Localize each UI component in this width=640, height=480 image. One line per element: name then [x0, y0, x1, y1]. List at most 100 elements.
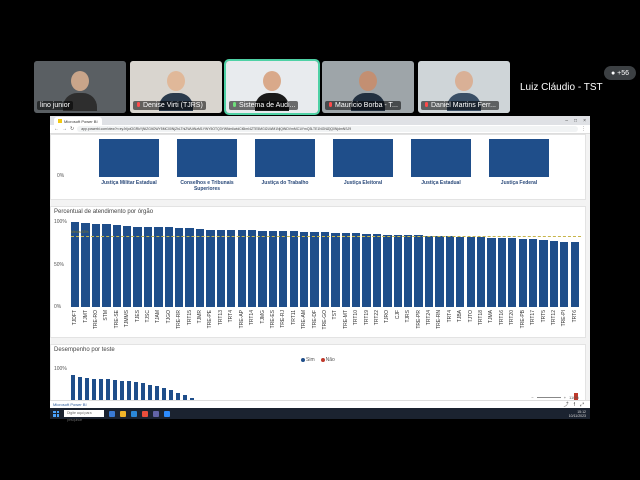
test-bar[interactable]	[113, 379, 117, 407]
legend-item[interactable]: Não	[320, 357, 335, 363]
test-bar[interactable]	[169, 390, 173, 407]
bar-tjam[interactable]	[154, 227, 163, 307]
test-bar[interactable]	[78, 377, 82, 407]
bar-trt14[interactable]	[247, 230, 257, 307]
bar-tre-df[interactable]	[310, 232, 319, 307]
bar-trt22[interactable]	[372, 233, 382, 307]
category-column[interactable]: Justiça do Trabalho	[255, 139, 315, 186]
test-bar[interactable]	[85, 378, 89, 407]
bar-tre-pi[interactable]	[560, 241, 569, 307]
bar-tre-rj[interactable]	[279, 231, 288, 307]
edge-icon[interactable]	[131, 410, 137, 417]
category-bar[interactable]	[255, 139, 315, 177]
test-bar[interactable]	[120, 380, 124, 407]
taskbar-search[interactable]: Digite aqui para pesquisar	[64, 410, 104, 422]
reload-icon[interactable]: ↻	[70, 126, 75, 132]
bar-trt16[interactable]	[497, 238, 507, 307]
maximize-button[interactable]: □	[574, 117, 578, 124]
file-explorer-icon[interactable]	[120, 410, 126, 417]
bar-tre-pe[interactable]	[206, 229, 215, 307]
participant-tile[interactable]: lino junior	[34, 61, 126, 113]
test-bar[interactable]	[99, 378, 103, 407]
bar-tjmg[interactable]	[258, 231, 267, 307]
bar-tre-rn[interactable]	[435, 235, 444, 307]
category-bar[interactable]	[411, 139, 471, 177]
bar-trt15[interactable]	[185, 227, 194, 307]
facebook-icon[interactable]: f	[573, 402, 575, 408]
bar-trt11[interactable]	[289, 231, 298, 307]
bar-cjf[interactable]	[393, 234, 402, 307]
bar-trt10[interactable]	[352, 233, 361, 307]
close-button[interactable]: ×	[583, 117, 586, 124]
bar-trt5[interactable]	[539, 239, 548, 307]
bar-trt4[interactable]	[227, 229, 236, 307]
bar-tre-se[interactable]	[112, 225, 121, 307]
chrome-icon[interactable]	[142, 410, 148, 417]
bar-tjgo[interactable]	[164, 227, 173, 307]
category-column[interactable]: Justiça Federal	[489, 139, 549, 186]
bar-tre-ro[interactable]	[91, 224, 101, 307]
participant-tile[interactable]: Sistema de Audi...	[224, 59, 320, 115]
task-view-icon[interactable]	[109, 410, 115, 417]
bar-stm[interactable]	[102, 224, 111, 307]
category-bar[interactable]	[177, 139, 237, 177]
bar-trt19[interactable]	[362, 233, 371, 307]
test-bar[interactable]	[148, 384, 152, 407]
bar-tst[interactable]	[331, 233, 340, 307]
teams-icon[interactable]	[153, 410, 159, 417]
test-bar[interactable]	[92, 378, 96, 407]
minimize-button[interactable]: –	[565, 117, 569, 124]
zoom-app-icon[interactable]	[164, 410, 170, 417]
zoom-in-icon[interactable]: +	[563, 395, 567, 400]
bar-trt17[interactable]	[528, 239, 538, 307]
category-bar[interactable]	[99, 139, 159, 177]
category-column[interactable]: Conselhos e Tribunais Superiores	[177, 139, 237, 192]
bar-tre-go[interactable]	[320, 232, 330, 307]
zoom-out-icon[interactable]: −	[531, 395, 534, 400]
bar-tjto[interactable]	[466, 237, 475, 307]
back-icon[interactable]: ←	[54, 126, 59, 132]
category-column[interactable]: Justiça Eleitoral	[333, 139, 393, 186]
forward-icon[interactable]: →	[62, 126, 67, 132]
bar-tjes[interactable]	[133, 227, 142, 307]
bar-tjba[interactable]	[456, 237, 465, 307]
bar-tjrs[interactable]	[404, 234, 413, 307]
bar-trt4[interactable]	[445, 236, 454, 307]
participant-tile[interactable]: Daniel Martins Ferr...	[418, 61, 510, 113]
browser-tab[interactable]: Microsoft Power BI	[54, 117, 102, 125]
fullscreen-icon[interactable]: ⤢	[579, 402, 584, 408]
menu-icon[interactable]: ⋮	[581, 126, 586, 132]
bar-tjmr[interactable]	[195, 228, 205, 307]
test-bar[interactable]	[176, 392, 180, 407]
category-column[interactable]: Justiça Militar Estadual	[99, 139, 159, 186]
windows-start-icon[interactable]	[53, 410, 59, 417]
bar-tre-pr[interactable]	[414, 234, 423, 307]
bar-tjmt[interactable]	[81, 222, 90, 307]
bar-trt18[interactable]	[476, 237, 486, 307]
test-bar[interactable]	[162, 388, 166, 407]
participant-tile[interactable]: Denise Virti (TJRS)	[130, 61, 222, 113]
bar-trt20[interactable]	[508, 238, 517, 307]
bar-trt6[interactable]	[570, 241, 579, 307]
participant-tile[interactable]: Maurício Borba - T...	[322, 61, 414, 113]
zoom-slider[interactable]	[536, 397, 561, 398]
zoom-control[interactable]: − + 110%	[531, 395, 579, 400]
bar-tre-pb[interactable]	[518, 239, 527, 307]
category-column[interactable]: Justiça Estadual	[411, 139, 471, 186]
more-participants-badge[interactable]: ● +56	[604, 66, 636, 80]
bar-tre-es[interactable]	[268, 231, 278, 307]
category-bar[interactable]	[489, 139, 549, 177]
test-bar[interactable]	[155, 386, 159, 407]
bar-trt24[interactable]	[424, 235, 434, 307]
test-bar[interactable]	[141, 383, 145, 407]
bar-tjma[interactable]	[487, 238, 496, 307]
category-bar[interactable]	[333, 139, 393, 177]
test-bar[interactable]	[106, 379, 110, 407]
share-icon[interactable]: ⤴	[563, 402, 569, 408]
bar-trt12[interactable]	[549, 240, 559, 307]
powerbi-link[interactable]: Microsoft Power BI	[53, 402, 87, 407]
url-field[interactable]: app.powerbi.com/view?r=eyJrIjoiOGRkYjNlZ…	[77, 126, 578, 132]
legend-item[interactable]: Sim	[301, 357, 315, 363]
test-bar[interactable]	[127, 381, 131, 407]
test-bar[interactable]	[134, 382, 138, 407]
